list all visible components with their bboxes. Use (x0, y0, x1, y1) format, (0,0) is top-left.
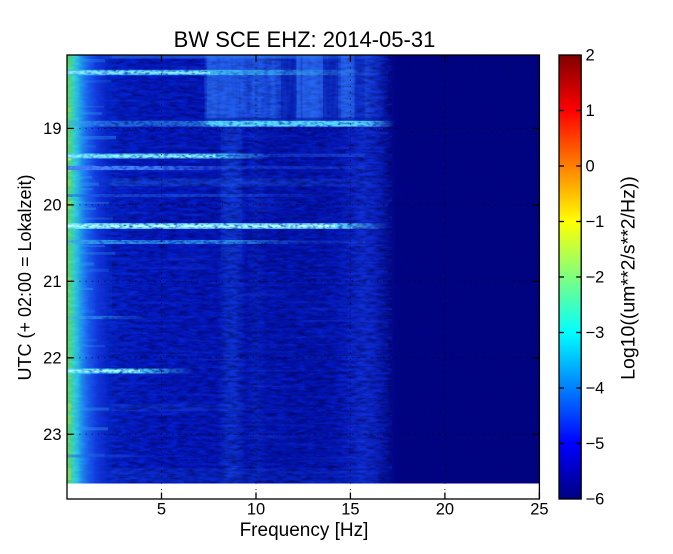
svg-text:UTC (+ 02:00 = Lokalzeit): UTC (+ 02:00 = Lokalzeit) (15, 174, 35, 380)
svg-text:10: 10 (247, 501, 265, 519)
svg-text:−4: −4 (586, 380, 605, 398)
svg-text:20: 20 (436, 501, 454, 519)
svg-text:Log10((um**2/s**2/Hz)): Log10((um**2/s**2/Hz)) (618, 176, 640, 380)
svg-text:−5: −5 (586, 435, 605, 453)
svg-text:21: 21 (43, 273, 61, 291)
svg-text:BW SCE EHZ: 2014-05-31: BW SCE EHZ: 2014-05-31 (174, 27, 436, 52)
svg-text:19: 19 (43, 120, 61, 138)
svg-text:20: 20 (43, 196, 61, 214)
svg-text:−3: −3 (586, 324, 605, 342)
svg-text:−6: −6 (586, 491, 605, 509)
svg-text:5: 5 (157, 501, 166, 519)
svg-text:22: 22 (43, 349, 61, 367)
svg-text:Frequency [Hz]: Frequency [Hz] (240, 520, 369, 541)
svg-text:−2: −2 (586, 269, 605, 287)
svg-text:25: 25 (530, 501, 548, 519)
svg-text:2: 2 (586, 47, 595, 65)
svg-text:15: 15 (341, 501, 359, 519)
svg-text:23: 23 (43, 426, 61, 444)
svg-text:−1: −1 (586, 213, 605, 231)
svg-text:1: 1 (586, 102, 595, 120)
svg-text:0: 0 (586, 158, 595, 176)
